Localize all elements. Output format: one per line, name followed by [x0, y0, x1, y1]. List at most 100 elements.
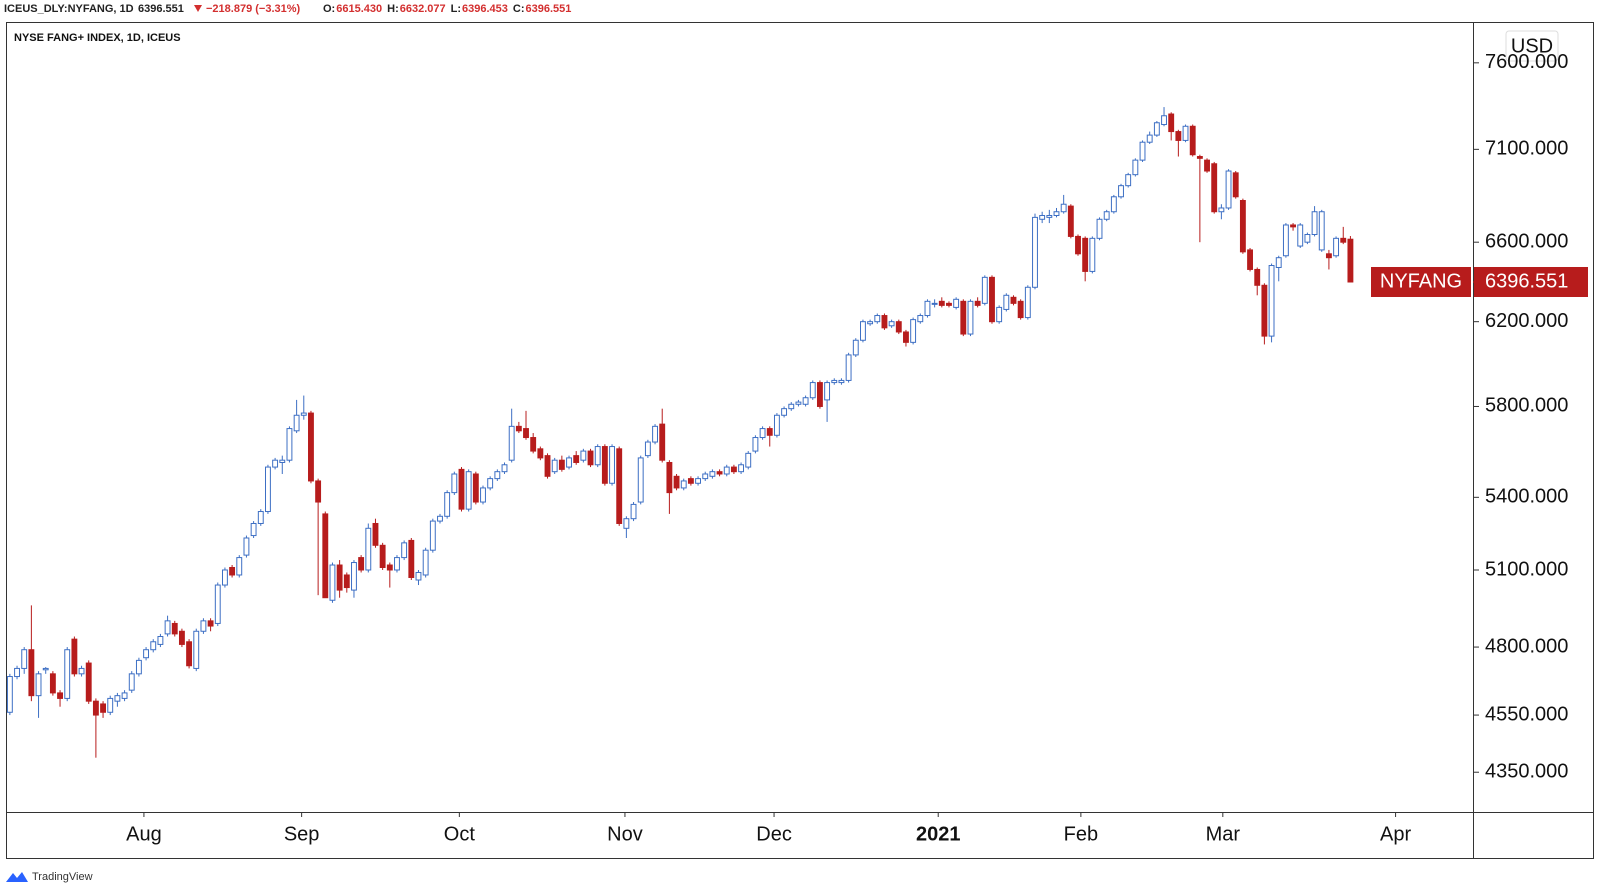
y-tick-label: 6200.000	[1485, 310, 1568, 332]
ohlc-value: 6396.453	[462, 3, 508, 15]
candle-body	[996, 306, 1003, 323]
candle-body	[874, 315, 881, 323]
candle-body	[1282, 224, 1289, 257]
candle-body	[293, 414, 300, 432]
candle-body	[186, 641, 193, 667]
candle-body	[831, 379, 838, 384]
candle-body	[315, 480, 322, 503]
candle-body	[1182, 125, 1189, 141]
candle-body	[121, 692, 128, 699]
candle-body	[644, 441, 651, 457]
candle-body	[1247, 249, 1253, 270]
candle-body	[981, 276, 988, 304]
candle-body	[730, 466, 737, 473]
candle-body	[802, 397, 809, 405]
candle-body	[752, 437, 759, 452]
brand-name: TradingView	[32, 871, 93, 883]
candle-body	[852, 339, 859, 356]
brand-logo	[6, 872, 28, 882]
candle-body	[494, 471, 501, 480]
x-tick-label: 2021	[916, 823, 961, 845]
candle-body	[745, 452, 752, 468]
x-tick-label: Feb	[1064, 823, 1098, 845]
candle-body	[1211, 163, 1218, 213]
candle-body	[788, 403, 795, 410]
candle-body	[530, 437, 537, 452]
candle-body	[300, 412, 307, 416]
candle-body	[200, 620, 207, 632]
currency-box	[1505, 30, 1559, 62]
candle-body	[379, 544, 386, 568]
candle-body	[1132, 159, 1139, 176]
last-price-value: 6396.551	[1485, 270, 1568, 292]
candle-body	[437, 515, 443, 522]
candle-body	[1161, 115, 1167, 126]
down-icon	[194, 5, 202, 12]
candle-body	[601, 446, 608, 484]
candle-body	[773, 414, 780, 436]
candle-body	[243, 537, 250, 556]
candle-body	[637, 457, 644, 503]
candle-body	[974, 300, 981, 306]
candle-body	[508, 425, 515, 461]
candle-body	[1297, 224, 1304, 247]
candle-body	[92, 700, 99, 716]
chart-title: NYSE FANG+ INDEX, 1D, ICEUS	[14, 32, 181, 44]
candle-body	[566, 457, 572, 468]
candles	[6, 107, 1354, 758]
x-tick-label: Nov	[607, 823, 643, 845]
candle-body	[351, 562, 357, 591]
candle-body	[515, 425, 522, 432]
candle-body	[702, 473, 709, 480]
candle-body	[444, 492, 451, 517]
last-value: 6396.551	[138, 3, 184, 15]
candle-body	[286, 428, 293, 461]
y-tick-label: 4800.000	[1485, 635, 1568, 657]
candle-body	[100, 703, 106, 713]
candle-body	[666, 461, 673, 494]
candle-body	[1096, 218, 1103, 239]
candle-body	[429, 520, 436, 551]
candle-body	[888, 321, 895, 327]
candle-body	[795, 401, 802, 405]
candle-body	[1024, 286, 1031, 319]
candle-body	[1218, 207, 1225, 213]
candle-body	[415, 571, 422, 581]
candle-body	[860, 321, 866, 341]
candle-body	[1082, 237, 1089, 272]
candle-body	[580, 450, 587, 461]
candle-body	[1196, 156, 1203, 159]
candle-body	[21, 649, 28, 669]
x-tick-label: Sep	[284, 823, 320, 845]
candle-body	[107, 697, 114, 713]
candle-body	[587, 450, 594, 466]
candle-body	[114, 695, 121, 702]
candle-body	[1268, 265, 1275, 337]
candle-body	[401, 542, 408, 559]
candle-body	[1304, 234, 1311, 243]
ohlc-value: 6632.077	[400, 3, 446, 15]
candle-body	[838, 379, 845, 384]
candle-body	[35, 673, 42, 697]
candle-body	[358, 557, 365, 571]
ohlc-label: L:	[451, 3, 461, 15]
candle-body	[171, 622, 178, 635]
candle-body	[1139, 141, 1146, 161]
candle-body	[630, 503, 637, 520]
candle-body	[938, 300, 945, 306]
candle-body	[953, 298, 960, 308]
candle-body	[1010, 296, 1017, 304]
candle-body	[573, 455, 580, 463]
candle-body	[609, 446, 615, 484]
candle-body	[386, 564, 393, 571]
ohlc-value: 6615.430	[336, 3, 382, 15]
candle-body	[1067, 205, 1074, 237]
candle-body	[1340, 237, 1347, 243]
candle-body	[150, 641, 157, 651]
candle-body	[128, 673, 135, 691]
brand: TradingView	[6, 871, 93, 883]
candle-body	[42, 667, 49, 671]
candle-body	[623, 518, 630, 529]
ohlc-value: 6396.551	[526, 3, 572, 15]
candle-body	[659, 423, 666, 461]
